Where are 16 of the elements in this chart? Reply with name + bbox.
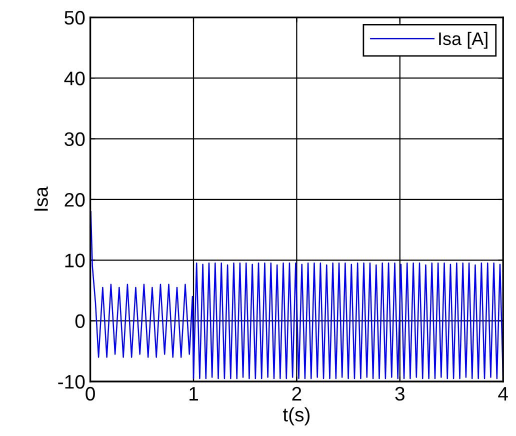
x-tick-label: 3	[395, 386, 404, 401]
line-series	[90, 210, 504, 380]
legend-label: Isa [A]	[439, 32, 488, 49]
y-axis-title: Isa	[34, 186, 48, 211]
y-tick-label: 20	[64, 192, 85, 207]
y-tick-label: 30	[64, 132, 85, 146]
x-tick-label: 1	[190, 387, 198, 400]
y-tick-label: -10	[58, 374, 85, 389]
x-axis-title: t(s)	[282, 407, 310, 426]
x-tick-label: 4	[498, 387, 508, 400]
y-tick-label: 10	[65, 254, 85, 268]
y-tick-label: 0	[75, 314, 85, 328]
y-tick-label: 40	[64, 72, 85, 86]
x-tick-label: 2	[292, 386, 302, 400]
x-tick-label: 0	[86, 386, 95, 401]
y-tick-label: 50	[64, 10, 85, 25]
